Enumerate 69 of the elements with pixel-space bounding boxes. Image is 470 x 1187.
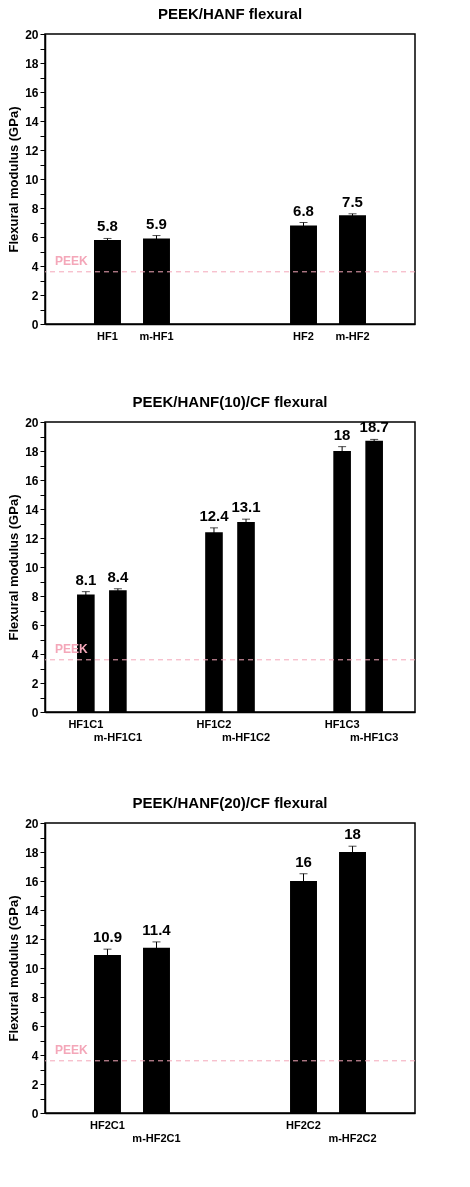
y-tick-label: 14 bbox=[25, 903, 39, 918]
data-label: 16 bbox=[295, 852, 312, 870]
y-tick-label: 2 bbox=[31, 676, 39, 691]
y-tick-label: 18 bbox=[25, 845, 39, 860]
y-tick-label: 0 bbox=[31, 1106, 39, 1121]
x-tick-label: m-HF2 bbox=[335, 329, 370, 342]
y-tick-label: 10 bbox=[25, 961, 39, 976]
y-tick-label: 4 bbox=[31, 647, 39, 662]
x-tick-label: m-HF1C3 bbox=[350, 730, 399, 743]
y-tick-label: 6 bbox=[31, 230, 39, 245]
x-tick-label: HF1C2 bbox=[196, 717, 232, 730]
data-label: 6.8 bbox=[293, 201, 314, 219]
data-label: 8.4 bbox=[107, 567, 129, 585]
x-tick-label: HF1 bbox=[97, 329, 118, 342]
y-tick-label: 2 bbox=[31, 1077, 39, 1092]
y-tick-label: 14 bbox=[25, 114, 39, 129]
x-tick-label: m-HF1 bbox=[139, 329, 174, 342]
data-label: 8.1 bbox=[75, 570, 97, 588]
y-tick-label: 10 bbox=[25, 172, 39, 187]
y-axis-title: Flexural modulus (GPa) bbox=[6, 494, 22, 641]
y-tick-label: 4 bbox=[31, 1048, 39, 1063]
x-tick-label: m-HF1C1 bbox=[93, 730, 143, 743]
data-label: 13.1 bbox=[231, 498, 261, 516]
y-tick-label: 16 bbox=[25, 473, 39, 488]
y-tick-label: 10 bbox=[25, 560, 39, 575]
y-tick-label: 12 bbox=[25, 932, 39, 947]
y-tick-label: 2 bbox=[31, 288, 39, 303]
y-tick-label: 16 bbox=[25, 85, 39, 100]
y-tick-label: 6 bbox=[31, 1019, 39, 1034]
ref-line-label: PEEK bbox=[55, 1042, 89, 1057]
chart-title: PEEK/HANF(10)/CF flexural bbox=[132, 393, 328, 410]
data-label: 18 bbox=[333, 425, 351, 443]
data-label: 5.8 bbox=[97, 217, 118, 235]
y-tick-label: 8 bbox=[31, 990, 39, 1005]
x-tick-label: m-HF2C1 bbox=[132, 1131, 181, 1144]
x-tick-label: m-HF1C2 bbox=[221, 730, 271, 743]
y-tick-label: 14 bbox=[25, 502, 39, 517]
x-tick-label: HF2 bbox=[293, 329, 314, 342]
data-label: 18.7 bbox=[359, 418, 389, 436]
y-tick-label: 4 bbox=[31, 259, 39, 274]
data-label: 18 bbox=[344, 825, 361, 843]
x-tick-label: HF2C2 bbox=[286, 1118, 321, 1131]
x-tick-label: HF1C1 bbox=[68, 717, 104, 730]
chart-title: PEEK/HANF(20)/CF flexural bbox=[132, 794, 328, 811]
y-tick-label: 18 bbox=[25, 56, 39, 71]
y-tick-label: 6 bbox=[31, 618, 39, 633]
y-tick-label: 0 bbox=[31, 317, 39, 332]
y-axis-title: Flexural modulus (GPa) bbox=[6, 895, 22, 1042]
y-tick-label: 20 bbox=[25, 27, 39, 42]
ref-line-label: PEEK bbox=[55, 253, 89, 268]
data-label: 11.4 bbox=[142, 920, 172, 938]
y-tick-label: 18 bbox=[25, 444, 39, 459]
data-label: 7.5 bbox=[342, 192, 363, 210]
y-tick-label: 12 bbox=[25, 531, 39, 546]
x-tick-label: HF1C3 bbox=[324, 717, 360, 730]
data-label: 10.9 bbox=[92, 928, 123, 946]
y-tick-label: 20 bbox=[25, 816, 39, 831]
y-tick-label: 8 bbox=[31, 589, 39, 604]
data-label: 12.4 bbox=[199, 506, 230, 524]
y-tick-label: 20 bbox=[25, 415, 39, 430]
y-tick-label: 8 bbox=[31, 201, 39, 216]
y-tick-label: 12 bbox=[25, 143, 39, 158]
y-tick-label: 16 bbox=[25, 874, 39, 889]
data-label: 5.9 bbox=[146, 214, 167, 232]
x-tick-label: m-HF2C2 bbox=[328, 1131, 377, 1144]
y-axis-title: Flexural modulus (GPa) bbox=[6, 106, 22, 253]
x-tick-label: HF2C1 bbox=[90, 1118, 125, 1131]
chart-title: PEEK/HANF flexural bbox=[157, 5, 303, 22]
y-tick-label: 0 bbox=[31, 705, 39, 720]
